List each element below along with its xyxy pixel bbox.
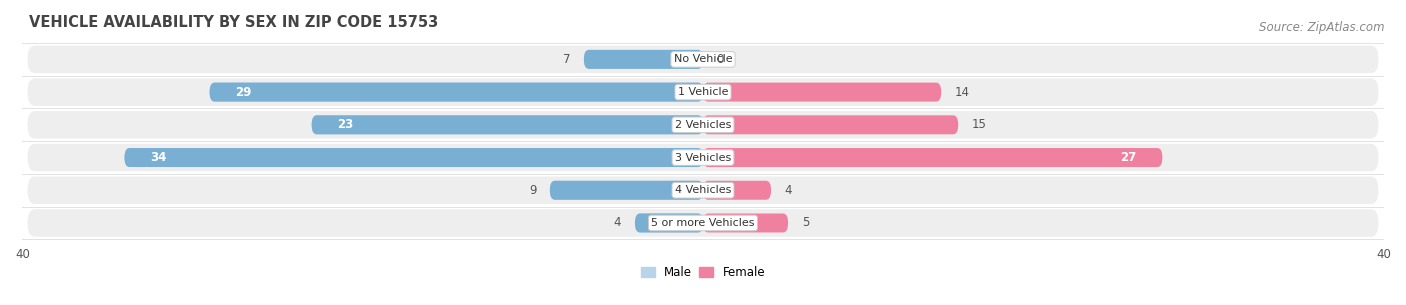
FancyBboxPatch shape <box>583 50 703 69</box>
Text: Source: ZipAtlas.com: Source: ZipAtlas.com <box>1260 21 1385 34</box>
Text: 34: 34 <box>150 151 166 164</box>
Text: 7: 7 <box>562 53 571 66</box>
Text: 23: 23 <box>337 118 353 131</box>
Text: 1 Vehicle: 1 Vehicle <box>678 87 728 97</box>
Text: 3 Vehicles: 3 Vehicles <box>675 152 731 163</box>
FancyBboxPatch shape <box>550 181 703 200</box>
Text: 5 or more Vehicles: 5 or more Vehicles <box>651 218 755 228</box>
Text: 29: 29 <box>235 86 252 99</box>
FancyBboxPatch shape <box>703 115 959 134</box>
Text: 4: 4 <box>785 184 792 197</box>
FancyBboxPatch shape <box>636 214 703 232</box>
FancyBboxPatch shape <box>312 115 703 134</box>
FancyBboxPatch shape <box>209 83 703 102</box>
Legend: Male, Female: Male, Female <box>636 261 770 284</box>
FancyBboxPatch shape <box>28 209 1378 237</box>
FancyBboxPatch shape <box>703 181 770 200</box>
FancyBboxPatch shape <box>550 181 703 200</box>
Text: 2 Vehicles: 2 Vehicles <box>675 120 731 130</box>
FancyBboxPatch shape <box>636 214 703 232</box>
FancyBboxPatch shape <box>703 148 1163 167</box>
Text: 9: 9 <box>529 184 536 197</box>
Text: 0: 0 <box>717 53 724 66</box>
Text: 15: 15 <box>972 118 987 131</box>
FancyBboxPatch shape <box>28 78 1378 106</box>
FancyBboxPatch shape <box>28 144 1378 171</box>
Text: 14: 14 <box>955 86 970 99</box>
Text: 5: 5 <box>801 217 808 229</box>
FancyBboxPatch shape <box>28 111 1378 138</box>
FancyBboxPatch shape <box>28 46 1378 73</box>
Text: VEHICLE AVAILABILITY BY SEX IN ZIP CODE 15753: VEHICLE AVAILABILITY BY SEX IN ZIP CODE … <box>30 15 439 30</box>
FancyBboxPatch shape <box>312 115 703 134</box>
FancyBboxPatch shape <box>125 148 703 167</box>
FancyBboxPatch shape <box>583 50 703 69</box>
FancyBboxPatch shape <box>209 83 703 102</box>
Text: 4 Vehicles: 4 Vehicles <box>675 185 731 195</box>
FancyBboxPatch shape <box>703 83 941 102</box>
FancyBboxPatch shape <box>28 177 1378 204</box>
Text: 27: 27 <box>1121 151 1137 164</box>
Text: 4: 4 <box>614 217 621 229</box>
Text: No Vehicle: No Vehicle <box>673 54 733 64</box>
FancyBboxPatch shape <box>125 148 703 167</box>
FancyBboxPatch shape <box>703 214 789 232</box>
